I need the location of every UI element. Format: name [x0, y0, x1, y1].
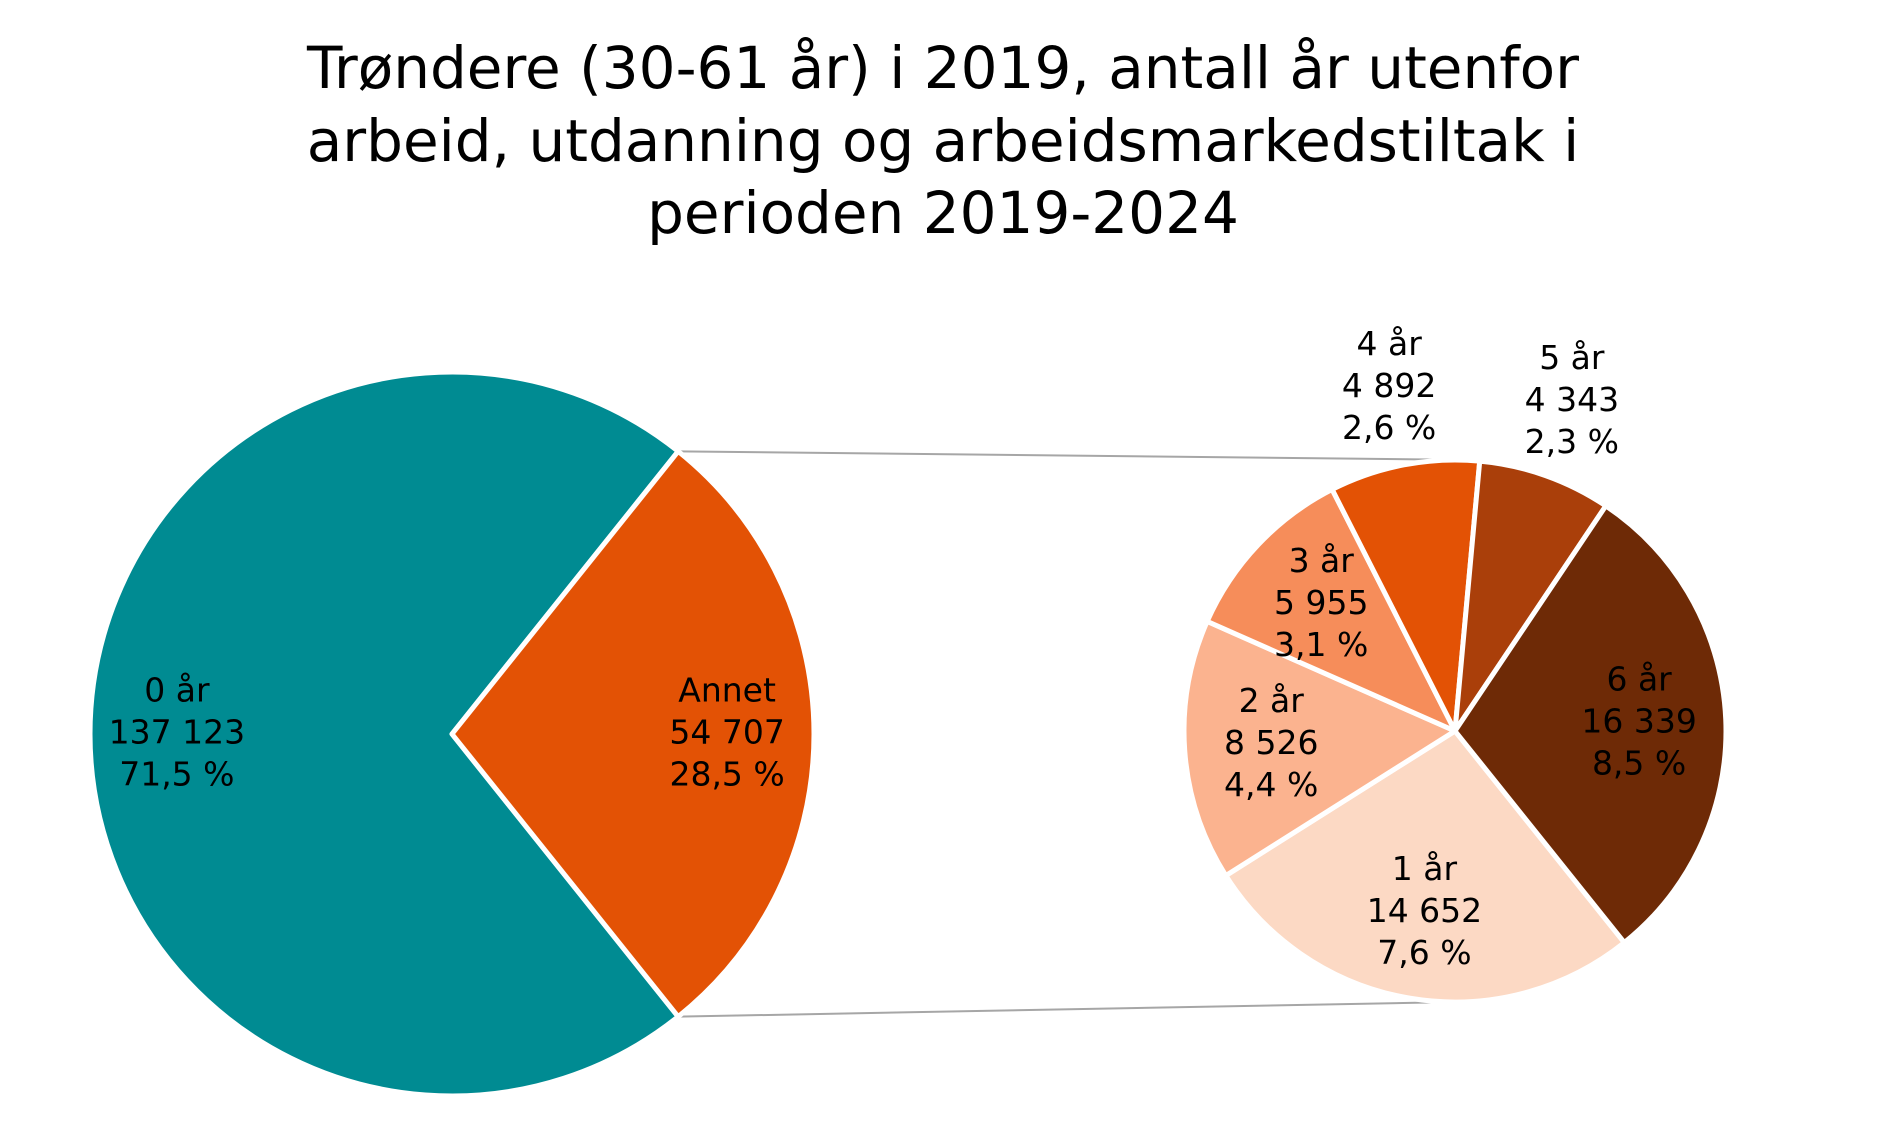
data-label: Annet: [678, 671, 776, 710]
connectors: [678, 450, 1476, 1018]
pie-slice: [1452, 503, 1729, 946]
data-label: 54 707: [669, 713, 784, 752]
data-label: 28,5 %: [669, 755, 784, 794]
data-label: 5 955: [1274, 583, 1368, 622]
connector: [678, 450, 1476, 461]
pie-slice: [1452, 458, 1609, 734]
data-label: 5 år: [1539, 338, 1605, 377]
data-label: 137 123: [109, 713, 245, 752]
data-label: 1 år: [1392, 849, 1458, 888]
chart-title: Trøndere (30-61 år) i 2019, antall år ut…: [306, 34, 1579, 102]
connector: [678, 1001, 1456, 1018]
data-label: 14 652: [1367, 891, 1482, 930]
data-label: 4 343: [1525, 380, 1619, 419]
data-label: 6 år: [1606, 660, 1672, 699]
data-label: 8 526: [1224, 723, 1318, 762]
data-label: 2,3 %: [1525, 422, 1619, 461]
data-label: 71,5 %: [119, 755, 234, 794]
data-label: 3,1 %: [1274, 625, 1368, 664]
chart-title: arbeid, utdanning og arbeidsmarkedstilta…: [307, 107, 1580, 175]
data-label: 7,6 %: [1377, 933, 1471, 972]
data-label: 8,5 %: [1592, 744, 1686, 783]
data-label: 4 892: [1342, 366, 1436, 405]
pie-slice: [1223, 728, 1627, 1005]
pie-slice: [449, 448, 817, 1020]
pie-slice: [1329, 457, 1483, 734]
data-label: 4,4 %: [1224, 765, 1318, 804]
data-label: 2 år: [1239, 681, 1305, 720]
chart-title: perioden 2019-2024: [647, 179, 1239, 247]
data-label: 3 år: [1289, 541, 1355, 580]
data-label: 4 år: [1356, 324, 1422, 363]
pie-slice: [87, 369, 681, 1099]
pie-slice: [1204, 486, 1458, 734]
data-label: 2,6 %: [1342, 408, 1436, 447]
data-label: 16 339: [1581, 702, 1696, 741]
data-label: 0 år: [144, 671, 210, 710]
pie-slice: [1181, 618, 1458, 879]
